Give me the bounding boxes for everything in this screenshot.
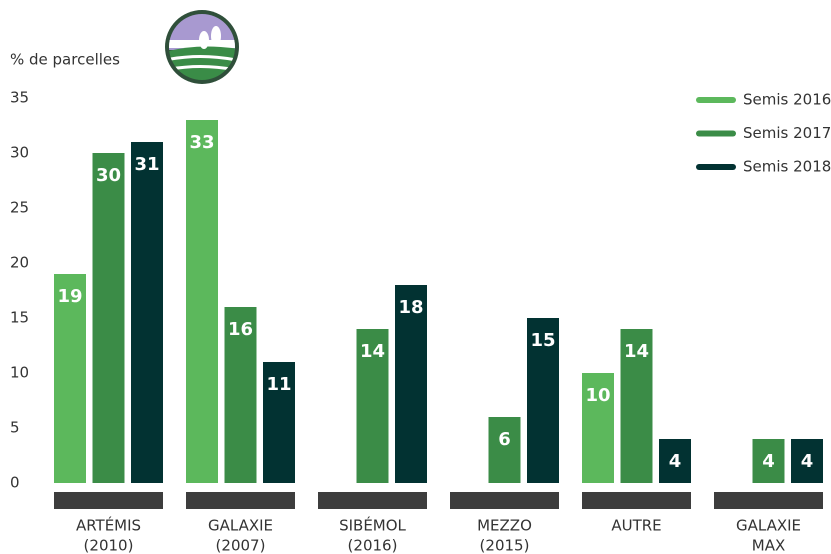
bar — [752, 439, 785, 483]
category-base — [186, 492, 295, 509]
data-label: 4 — [762, 451, 775, 472]
legend-label: Semis 2018 — [743, 158, 831, 176]
legend-label: Semis 2016 — [743, 91, 831, 109]
data-label: 14 — [624, 341, 649, 362]
x-tick-label: MAX — [752, 537, 785, 554]
y-tick-label: 10 — [10, 364, 29, 382]
bar — [224, 307, 257, 483]
bar — [659, 439, 691, 483]
data-label: 4 — [669, 451, 682, 472]
x-tick-label: (2010) — [84, 537, 134, 554]
data-label: 33 — [189, 132, 214, 153]
x-tick-label: SIBÉMOL — [339, 516, 406, 535]
y-tick-label: 20 — [10, 254, 29, 272]
data-label: 10 — [585, 385, 610, 406]
x-tick-label: (2007) — [216, 537, 266, 554]
data-label: 15 — [530, 330, 555, 351]
bar — [263, 362, 295, 483]
bar — [527, 318, 559, 483]
x-tick-label: (2015) — [480, 537, 530, 554]
data-label: 31 — [134, 154, 159, 175]
data-label: 14 — [360, 341, 385, 362]
data-label: 19 — [57, 286, 82, 307]
y-axis-label: % de parcelles — [10, 51, 120, 69]
bar — [620, 329, 653, 483]
category-base — [714, 492, 823, 509]
y-tick-label: 0 — [10, 474, 20, 492]
data-label: 30 — [96, 165, 121, 186]
bar — [54, 274, 86, 483]
data-label: 11 — [266, 374, 291, 395]
y-tick-label: 30 — [10, 144, 29, 162]
x-tick-label: (2016) — [348, 537, 398, 554]
bar — [488, 417, 521, 483]
bar — [186, 120, 218, 483]
x-tick-label: AUTRE — [611, 517, 661, 535]
data-label: 4 — [801, 451, 814, 472]
x-tick-label: GALAXIE — [208, 517, 273, 535]
legend-label: Semis 2017 — [743, 124, 831, 142]
category-base — [318, 492, 427, 509]
bar — [356, 329, 389, 483]
y-tick-label: 15 — [10, 309, 29, 327]
x-tick-label: GALAXIE — [736, 517, 801, 535]
bar — [791, 439, 823, 483]
y-tick-label: 5 — [10, 419, 20, 437]
category-base — [582, 492, 691, 509]
category-base — [450, 492, 559, 509]
data-label: 18 — [398, 297, 423, 318]
x-tick-label: ARTÉMIS — [76, 516, 141, 535]
x-tick-label: MEZZO — [477, 517, 532, 535]
bar — [582, 373, 614, 483]
y-tick-label: 25 — [10, 199, 29, 217]
bar — [92, 153, 125, 483]
bar — [131, 142, 163, 483]
y-tick-label: 35 — [10, 89, 29, 107]
logo-icon — [165, 10, 239, 84]
data-label: 16 — [228, 319, 253, 340]
bar — [395, 285, 427, 483]
category-base — [54, 492, 163, 509]
data-label: 6 — [498, 429, 511, 450]
